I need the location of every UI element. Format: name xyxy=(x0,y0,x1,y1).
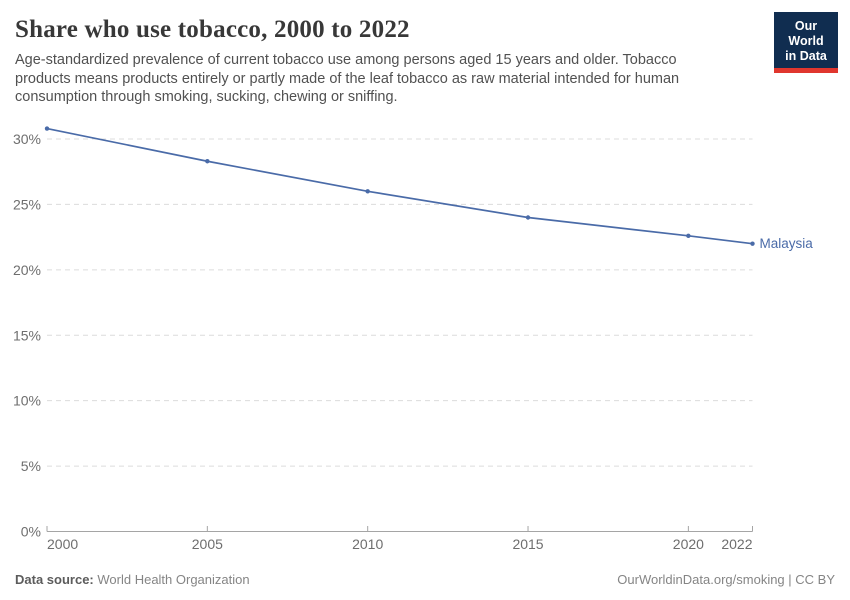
data-point[interactable] xyxy=(205,159,210,164)
x-tick-label: 2005 xyxy=(192,536,223,552)
y-tick-label: 15% xyxy=(13,327,41,343)
y-tick-label: 30% xyxy=(13,131,41,147)
x-tick-label: 2022 xyxy=(721,536,752,552)
data-source-label: Data source: xyxy=(15,572,94,587)
chart-subtitle: Age-standardized prevalence of current t… xyxy=(15,52,680,106)
data-source: Data source: World Health Organization xyxy=(15,572,250,587)
chart-title: Share who use tobacco, 2000 to 2022 xyxy=(15,16,410,43)
y-tick-label: 20% xyxy=(13,262,41,278)
x-tick-label: 2010 xyxy=(352,536,383,552)
entity-label: Malaysia xyxy=(760,236,814,251)
y-tick-label: 0% xyxy=(21,524,41,540)
owid-logo-line1: Our World xyxy=(788,19,824,48)
chart-header: Share who use tobacco, 2000 to 2022 Age-… xyxy=(15,16,835,107)
data-line[interactable] xyxy=(46,127,753,245)
data-point[interactable] xyxy=(750,241,755,246)
chart-footer: Data source: World Health Organization O… xyxy=(15,572,835,587)
data-source-value: World Health Organization xyxy=(97,572,250,587)
data-point[interactable] xyxy=(365,189,370,194)
x-tick-label: 2020 xyxy=(673,536,704,552)
data-point[interactable] xyxy=(44,126,50,131)
x-tick-label: 2015 xyxy=(512,536,543,552)
data-point[interactable] xyxy=(525,215,531,220)
owid-logo-line2: in Data xyxy=(785,48,827,63)
y-tick-label: 10% xyxy=(13,393,41,409)
data-point[interactable] xyxy=(686,233,691,239)
credit-link[interactable]: OurWorldinData.org/smoking | CC BY xyxy=(617,572,835,587)
x-tick-label: 2000 xyxy=(47,536,78,552)
y-tick-label: 25% xyxy=(13,196,41,212)
owid-logo[interactable]: Our World in Data xyxy=(774,12,838,74)
y-tick-label: 5% xyxy=(21,458,41,474)
